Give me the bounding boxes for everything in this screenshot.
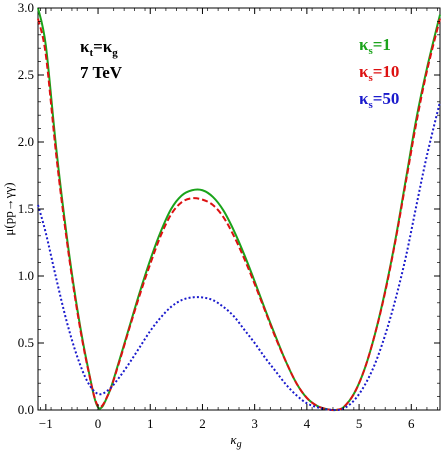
annotation-energy: 7 TeV [80, 63, 123, 82]
x-tick-label: 0 [95, 416, 102, 431]
legend-kappa-s-1: κs=1 [359, 35, 391, 57]
y-tick-label: 0.0 [18, 402, 34, 417]
legend-kappa-s-50: κs=50 [359, 89, 399, 111]
x-tick-label: −1 [39, 416, 53, 431]
x-tick-label: 3 [251, 416, 258, 431]
y-tick-label: 2.0 [18, 134, 34, 149]
y-axis-label: μ(pp→γγ) [1, 182, 16, 235]
y-tick-label: 3.0 [18, 0, 34, 15]
x-tick-label: 6 [408, 416, 415, 431]
y-tick-label: 0.5 [18, 335, 34, 350]
x-tick-label: 1 [147, 416, 154, 431]
y-tick-label: 2.5 [18, 67, 34, 82]
axis-ticks: −1 0 1 2 3 4 5 6 0.0 0.5 1.0 1.5 2.0 2.5 3.0 [18, 0, 440, 431]
x-tick-label: 5 [356, 416, 363, 431]
y-tick-label: 1.0 [18, 268, 34, 283]
y-tick-label: 1.5 [18, 201, 34, 216]
x-tick-label: 2 [199, 416, 206, 431]
series-line-3 [37, 101, 441, 412]
x-axis-label: κg [230, 432, 241, 450]
legend-kappa-s-10: κs=10 [359, 62, 399, 84]
annotation-kt-kg: κt=κg [80, 37, 118, 59]
x-tick-label: 4 [304, 416, 311, 431]
